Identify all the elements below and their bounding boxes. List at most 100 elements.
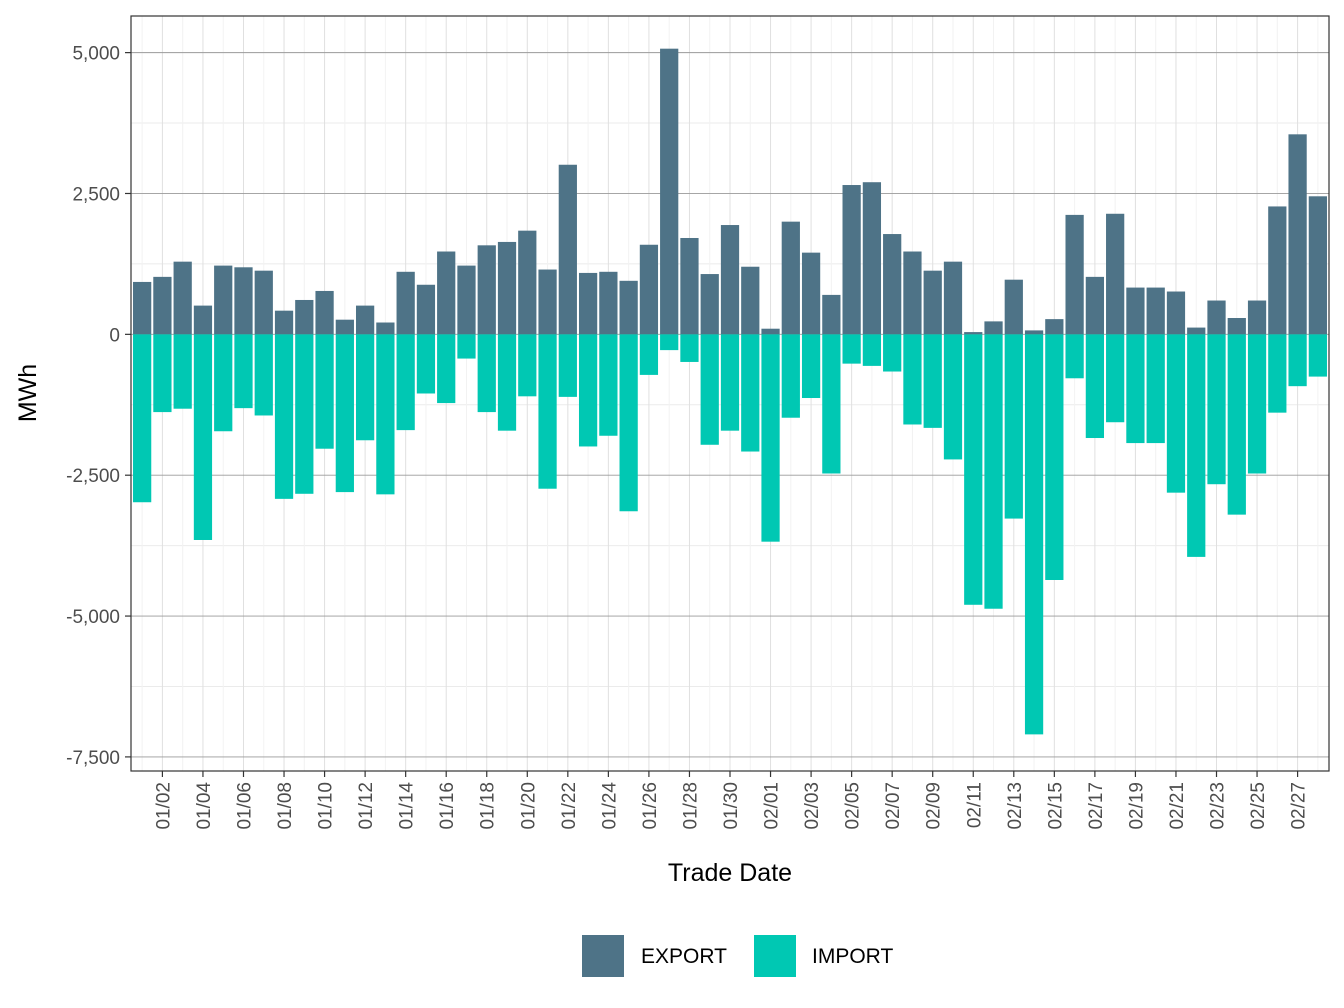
bar-import-02-25	[1247, 334, 1267, 474]
bar-import-02-10	[943, 334, 963, 460]
bar-import-01-16	[437, 334, 456, 404]
bar-import-01-17	[457, 334, 476, 359]
bar-import-02-04	[822, 334, 841, 474]
bar-import-02-28	[1308, 334, 1327, 377]
x-tick-label: 01/04	[194, 782, 215, 830]
bar-export-01-28	[680, 237, 699, 335]
bar-import-01-11	[335, 334, 354, 493]
bar-import-02-12	[984, 334, 1003, 609]
x-tick-label: 01/20	[518, 782, 539, 830]
bar-import-01-29	[700, 334, 719, 445]
x-tick-label: 02/27	[1289, 782, 1310, 830]
bar-import-01-10	[315, 334, 334, 449]
legend-swatch-import	[754, 935, 796, 977]
bar-import-01-30	[720, 334, 740, 431]
x-tick-label: 01/02	[153, 782, 174, 830]
x-tick-label: 02/23	[1208, 782, 1229, 830]
bar-import-02-18	[1106, 334, 1125, 423]
bar-export-02-23	[1207, 300, 1226, 335]
bar-layer	[133, 48, 1327, 735]
bar-export-01-06	[234, 267, 253, 335]
bar-export-01-09	[295, 299, 314, 335]
x-tick-label: 02/03	[802, 782, 823, 830]
bar-export-02-03	[801, 252, 821, 335]
x-tick-label: 02/05	[843, 782, 864, 830]
bar-export-01-04	[193, 305, 213, 335]
bar-import-01-31	[741, 334, 760, 452]
bar-export-01-18	[477, 245, 496, 335]
bar-export-01-05	[214, 265, 233, 335]
bar-import-02-13	[1004, 334, 1023, 519]
bar-export-02-11	[964, 332, 983, 335]
bar-export-01-11	[335, 319, 354, 335]
bar-export-01-08	[274, 310, 294, 335]
bar-export-02-10	[943, 261, 963, 335]
x-tick-label: 01/16	[437, 782, 458, 830]
bar-import-02-14	[1024, 334, 1044, 735]
bar-export-01-25	[619, 280, 638, 335]
bar-import-01-05	[214, 334, 233, 432]
x-tick-label: 02/15	[1045, 782, 1066, 830]
legend: EXPORT IMPORT	[582, 935, 893, 977]
bar-import-01-14	[396, 334, 415, 431]
x-tick-label: 01/24	[599, 782, 620, 830]
x-tick-label: 01/22	[559, 782, 580, 830]
y-tick-label: -5,000	[66, 607, 120, 628]
bar-import-02-07	[883, 334, 902, 372]
bar-export-01-07	[254, 270, 273, 335]
x-tick-label: 02/25	[1248, 782, 1269, 830]
bar-export-01-23	[578, 272, 598, 335]
bar-export-02-20	[1146, 287, 1165, 335]
bar-import-01-23	[578, 334, 598, 447]
bar-export-01-02	[153, 276, 172, 335]
x-tick-label: 02/19	[1126, 782, 1147, 830]
bar-import-02-27	[1288, 334, 1307, 387]
bar-import-01-13	[376, 334, 395, 495]
bar-export-01-16	[437, 251, 456, 335]
bar-export-01-13	[376, 322, 395, 335]
bar-import-02-08	[903, 334, 922, 425]
bar-export-01-29	[700, 274, 719, 335]
bar-export-02-01	[761, 328, 780, 335]
x-tick-label: 02/21	[1167, 782, 1188, 830]
bar-import-02-16	[1065, 334, 1084, 379]
bar-export-01-27	[660, 48, 679, 335]
bar-export-01-30	[720, 225, 740, 335]
bar-import-02-19	[1126, 334, 1145, 444]
bar-export-02-13	[1004, 279, 1023, 335]
x-tick-label: 01/08	[275, 782, 296, 830]
x-tick-label: 02/07	[883, 782, 904, 830]
x-tick-label: 01/10	[316, 782, 337, 830]
bar-import-01-21	[538, 334, 557, 489]
x-tick-label: 01/30	[721, 782, 742, 830]
bar-import-01-24	[599, 334, 618, 436]
x-tick-label: 01/18	[478, 782, 499, 830]
y-tick-label: 0	[109, 325, 120, 346]
bar-export-02-25	[1247, 300, 1267, 335]
bar-export-02-22	[1187, 327, 1206, 335]
x-tick-label: 02/11	[964, 782, 985, 828]
bar-export-01-24	[599, 271, 618, 335]
bar-export-02-09	[923, 270, 942, 335]
bar-import-01-02	[153, 334, 172, 413]
x-tick-label: 01/12	[356, 782, 377, 830]
x-tick-label: 01/26	[640, 782, 661, 830]
bar-import-01-26	[639, 334, 659, 375]
bar-export-01-03	[173, 261, 192, 335]
bar-import-01-18	[477, 334, 496, 413]
bar-export-01-20	[518, 230, 537, 335]
bar-export-01-26	[639, 244, 659, 335]
bar-import-01-20	[518, 334, 537, 397]
bar-export-02-02	[781, 221, 800, 335]
bar-export-01-19	[497, 241, 517, 335]
bar-export-02-04	[822, 294, 841, 335]
bar-export-01-12	[355, 305, 375, 335]
bar-import-01-25	[619, 334, 638, 512]
bar-export-01-31	[741, 266, 760, 335]
bar-import-01-12	[355, 334, 375, 441]
bar-export-02-16	[1065, 214, 1084, 335]
bar-import-02-21	[1166, 334, 1186, 493]
bar-export-01-14	[396, 271, 415, 335]
bar-export-02-06	[862, 182, 882, 335]
